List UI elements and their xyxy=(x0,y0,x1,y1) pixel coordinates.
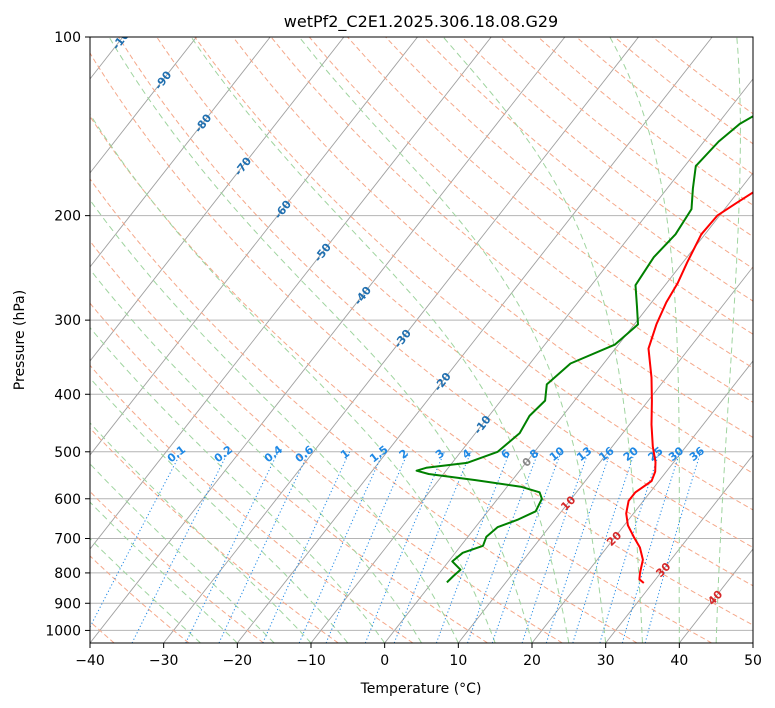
moist-adiabat-line xyxy=(609,37,680,643)
isotherm-line xyxy=(90,37,197,174)
x-tick-label: 10 xyxy=(449,653,467,669)
y-tick-label: 100 xyxy=(54,30,81,46)
mixing-ratio-line xyxy=(393,451,472,643)
x-tick-label: 50 xyxy=(744,653,762,669)
moist-adiabat-line xyxy=(90,463,275,643)
mixing-ratio-line xyxy=(325,451,409,643)
dry-adiabat-line xyxy=(347,37,753,369)
dry-adiabat-line xyxy=(90,364,414,643)
y-tick-label: 200 xyxy=(54,209,81,225)
x-tick-label: 20 xyxy=(523,653,541,669)
temperature-line xyxy=(625,191,753,584)
moist-adiabat-line xyxy=(90,501,238,643)
isotherm-line xyxy=(90,37,271,268)
moist-adiabat-line xyxy=(90,326,386,643)
mixing-ratio-line xyxy=(491,451,562,643)
y-tick-label: 1000 xyxy=(45,623,81,639)
isotherm-line xyxy=(90,37,492,550)
dry-adiabat-line xyxy=(90,490,264,643)
moist-adiabat-line xyxy=(90,113,496,643)
mixing-ratio-line xyxy=(545,451,611,643)
x-tick-label: −20 xyxy=(223,653,253,669)
axes: −40 −30 −20 −10 0 10 20 30 40 50 100 200 300 400 500 60… xyxy=(45,30,762,669)
x-axis-label: Temperature (°C) xyxy=(360,681,482,697)
x-tick-label: 0 xyxy=(380,653,389,669)
mixing-ratio-line xyxy=(298,451,384,643)
y-tick-label: 800 xyxy=(54,566,81,582)
mixing-ratio-line xyxy=(467,451,539,643)
sounding-series xyxy=(415,115,753,584)
isotherm-line xyxy=(752,642,753,643)
moist-adiabat-line xyxy=(90,199,459,643)
moist-adiabat-line xyxy=(90,268,422,643)
y-tick-label: 500 xyxy=(54,445,81,461)
dry-adiabat-line xyxy=(90,427,339,643)
moist-adiabat-line xyxy=(190,37,570,643)
dry-adiabat-line xyxy=(156,37,753,548)
isotherm-line xyxy=(384,172,753,643)
isotherm-line xyxy=(90,37,345,362)
plot-area xyxy=(90,37,753,643)
mixing-ratio-line xyxy=(185,451,279,643)
x-tick-label: 40 xyxy=(670,653,688,669)
dry-adiabat-line xyxy=(90,302,488,643)
isotherm-line xyxy=(531,360,753,643)
x-tick-label: −10 xyxy=(296,653,326,669)
chart-title: wetPf2_C2E1.2025.306.18.08.G29 xyxy=(284,12,558,32)
dry-adiabat-line xyxy=(90,555,190,643)
mixing-ratio-line xyxy=(435,451,511,643)
moist-adiabat-line xyxy=(90,537,201,643)
mixing-ratio-line xyxy=(364,451,445,643)
isotherm-line xyxy=(90,37,418,456)
y-axis-label: Pressure (hPa) xyxy=(12,290,28,390)
x-tick-label: −30 xyxy=(149,653,179,669)
moist-adiabat-line xyxy=(90,422,312,643)
dry-adiabat-line xyxy=(308,37,753,403)
dry-adiabat-line xyxy=(232,37,753,474)
moist-adiabat-line xyxy=(108,37,533,643)
x-tick-label: −40 xyxy=(75,653,105,669)
mixing-ratio-line xyxy=(572,451,636,643)
y-tick-label: 300 xyxy=(54,313,81,329)
moist-adiabat-line xyxy=(715,37,741,643)
y-tick-label: 400 xyxy=(54,387,81,403)
isotherm-line xyxy=(457,266,753,643)
y-tick-label: 700 xyxy=(54,532,81,548)
dry-adiabat-line xyxy=(90,115,712,643)
mixing-ratio-line xyxy=(90,451,182,629)
diagram-lines xyxy=(90,37,753,643)
dry-adiabat-line xyxy=(118,37,753,587)
dry-adiabat-line xyxy=(90,178,638,643)
y-tick-label: 900 xyxy=(54,596,81,612)
dry-adiabat-line xyxy=(90,240,563,643)
mixing-ratio-line xyxy=(218,451,310,643)
mixing-ratio-line xyxy=(131,451,229,643)
isotherm-line xyxy=(163,37,639,643)
isotherm-line xyxy=(605,454,753,643)
y-tick-label: 600 xyxy=(54,492,81,508)
plot-frame xyxy=(89,36,754,644)
moist-adiabat-line xyxy=(442,37,643,643)
x-tick-label: 30 xyxy=(597,653,615,669)
isotherm-line xyxy=(236,37,713,643)
dewpoint-line xyxy=(415,115,753,584)
mixing-ratio-line xyxy=(262,451,351,643)
moist-adiabat-line xyxy=(298,37,607,643)
dry-adiabat-line xyxy=(194,37,753,511)
